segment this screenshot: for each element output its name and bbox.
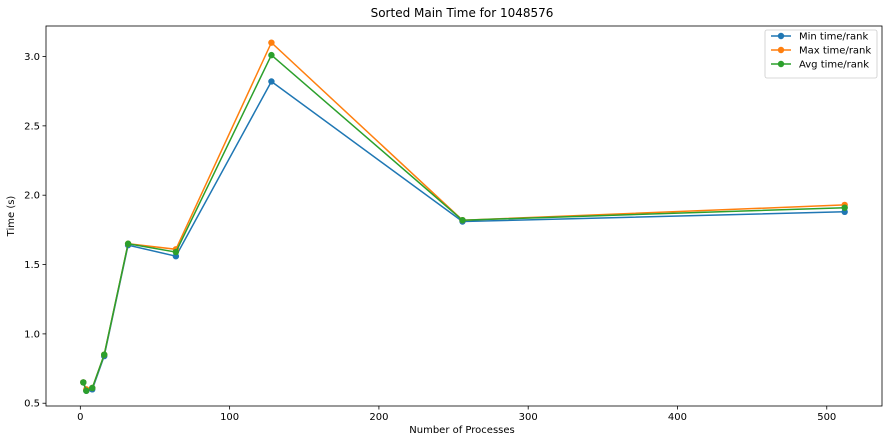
data-point-avg-time-rank bbox=[841, 204, 848, 211]
series-line-min-time-rank bbox=[82, 80, 845, 392]
legend-label-avg-time-rank: Avg time/rank bbox=[799, 60, 869, 71]
legend-label-max-time-rank: Max time/rank bbox=[799, 46, 871, 57]
x-tick-label: 200 bbox=[369, 412, 388, 423]
legend: Min time/rank Max time/rank Avg time/rank bbox=[764, 29, 878, 79]
data-point-avg-time-rank bbox=[268, 51, 275, 59]
plot-frame bbox=[45, 25, 883, 407]
x-axis: 0 100 200 300 400 500 bbox=[77, 406, 836, 423]
legend-label-min-time-rank: Min time/rank bbox=[799, 32, 868, 43]
data-point-min-time-rank bbox=[268, 78, 275, 85]
y-axis: 0.5 1.0 1.5 2.0 2.5 3.0 bbox=[24, 52, 46, 410]
legend-marker-avg-time-rank bbox=[777, 60, 785, 68]
data-point-avg-time-rank bbox=[83, 387, 90, 394]
data-point-avg-time-rank bbox=[80, 379, 87, 386]
x-tick-label: 300 bbox=[519, 412, 538, 423]
x-axis-label: Number of Processes bbox=[409, 425, 514, 436]
series-group bbox=[80, 39, 848, 394]
legend-marker-min-time-rank bbox=[777, 32, 785, 40]
data-point-avg-time-rank bbox=[124, 240, 132, 247]
y-tick-label: 3.0 bbox=[24, 52, 40, 63]
y-axis-label: Time (s) bbox=[6, 196, 17, 238]
y-tick-label: 2.5 bbox=[24, 121, 40, 132]
y-tick-label: 1.5 bbox=[24, 260, 40, 271]
data-point-avg-time-rank bbox=[89, 384, 96, 392]
data-point-avg-time-rank bbox=[459, 216, 466, 224]
data-point-avg-time-rank bbox=[172, 248, 180, 256]
chart-title: Sorted Main Time for 1048576 bbox=[371, 6, 554, 20]
data-point-max-time-rank bbox=[268, 39, 275, 46]
y-tick-label: 0.5 bbox=[24, 399, 40, 410]
y-tick-label: 2.0 bbox=[24, 191, 40, 202]
plot-area: 0 100 200 300 400 500 0.5 1.0 1.5 2.0 2.5 3.0 bbox=[24, 25, 883, 423]
x-tick-label: 0 bbox=[77, 412, 83, 423]
x-tick-label: 100 bbox=[220, 412, 239, 423]
legend-marker-max-time-rank bbox=[777, 46, 785, 54]
data-point-avg-time-rank bbox=[101, 351, 108, 358]
x-tick-label: 500 bbox=[817, 412, 836, 423]
x-tick-label: 400 bbox=[668, 412, 687, 423]
legend-box bbox=[764, 29, 878, 79]
y-tick-label: 1.0 bbox=[24, 329, 40, 340]
